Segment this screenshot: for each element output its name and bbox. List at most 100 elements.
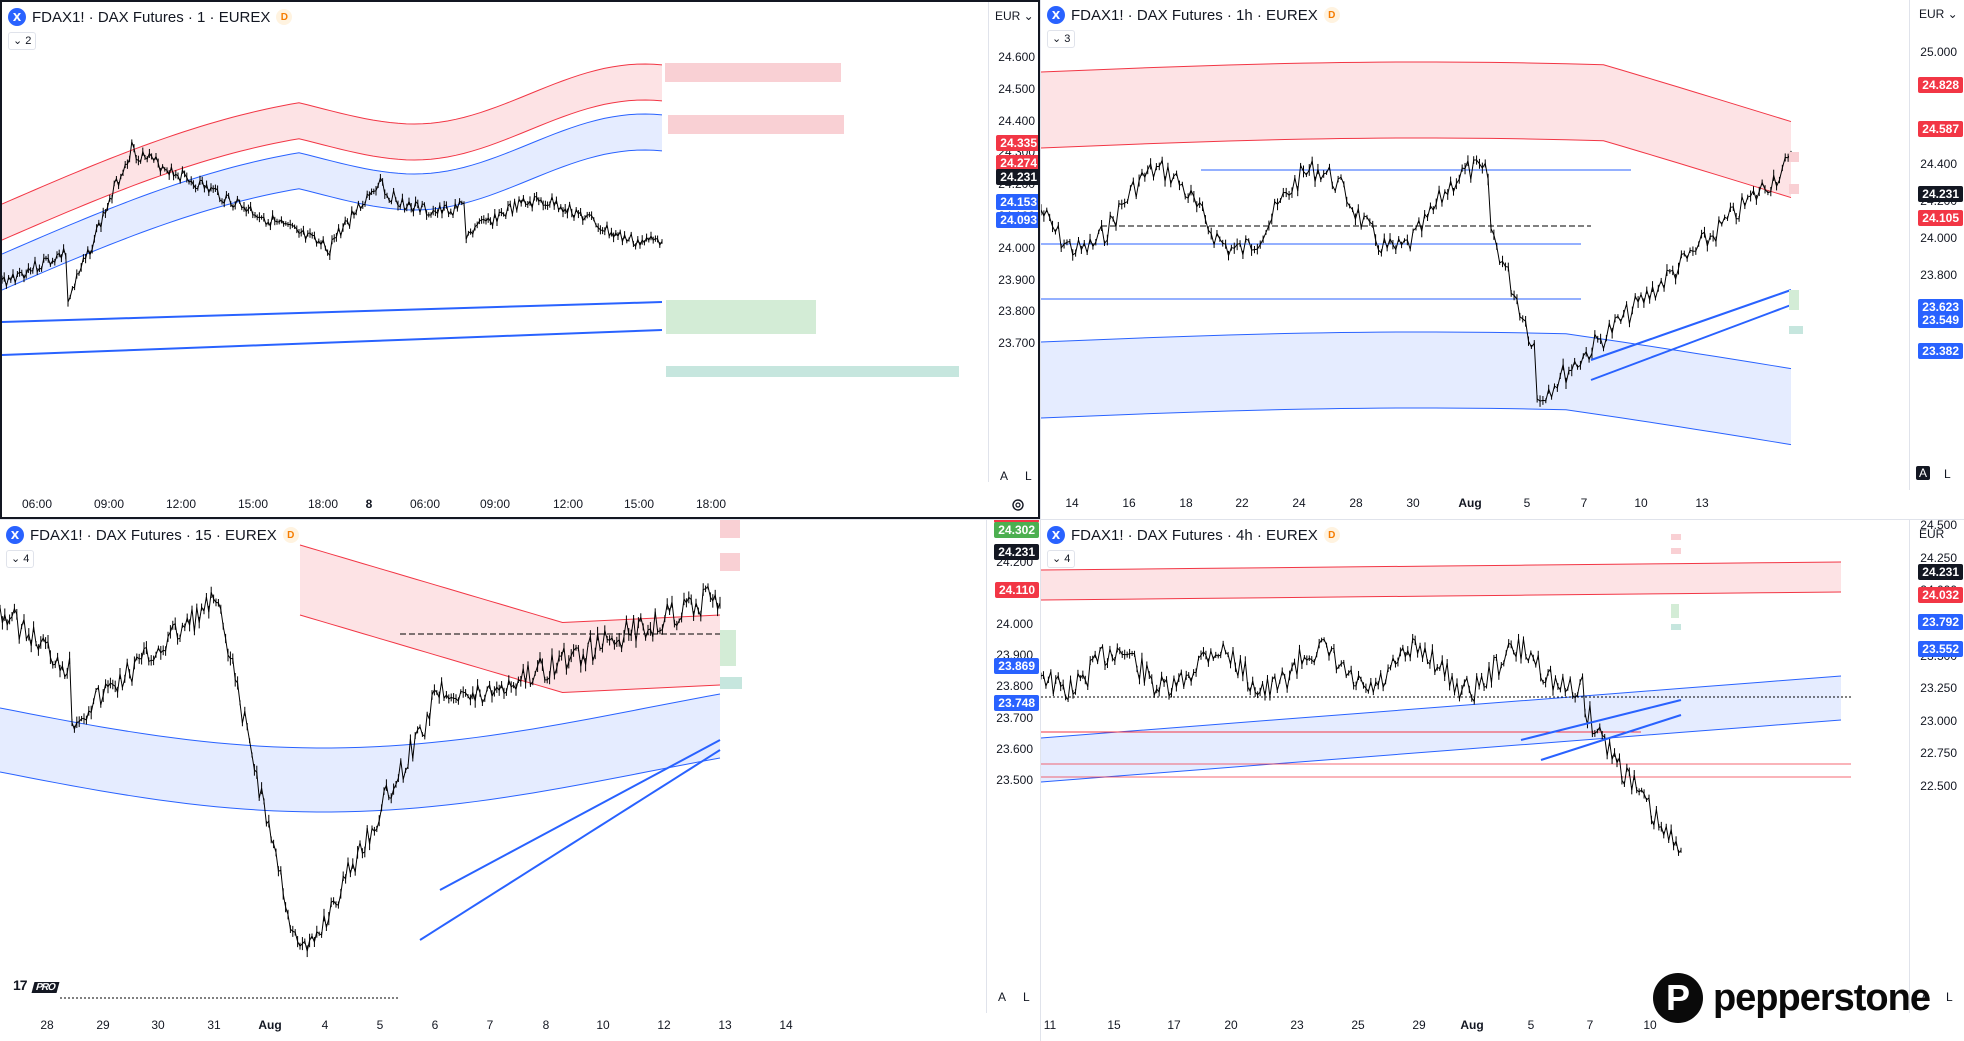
price-level-tag: 23.382 <box>1918 343 1963 359</box>
price-level-tag: 24.302 <box>994 522 1039 538</box>
pepperstone-logo: P pepperstone <box>1652 973 1931 1023</box>
currency-selector[interactable]: EUR <box>1916 526 1948 542</box>
indicator-line <box>2 329 663 356</box>
time-tick-label: 5 <box>1527 1018 1535 1032</box>
delayed-badge: D <box>282 527 299 543</box>
time-tick-label: 24 <box>1292 496 1306 510</box>
auto-scale-button[interactable]: A <box>1000 469 1009 483</box>
indicator-line <box>1590 304 1792 381</box>
indicator-line <box>1590 289 1792 361</box>
price-axis[interactable]: 25.00024.80024.60024.40024.20024.00023.8… <box>1909 0 1964 490</box>
symbol-title[interactable]: FDAX1! · DAX Futures · 1h · EUREX <box>1071 6 1318 24</box>
log-scale-button[interactable]: L <box>1946 990 1953 1004</box>
time-tick-label: 10 <box>1634 496 1648 510</box>
supply-zone <box>1789 152 1799 162</box>
price-axis[interactable]: 24.60024.50024.40024.30024.20024.10024.0… <box>988 2 1038 482</box>
indicator-collapse-button[interactable]: ⌄ 4 <box>6 550 35 568</box>
log-scale-button[interactable]: L <box>1944 467 1951 481</box>
indicator-line <box>1041 637 1682 854</box>
price-tick-label: 23.800 <box>996 679 1033 694</box>
price-plot[interactable] <box>1041 520 1964 1041</box>
symbol-header[interactable]: X FDAX1! · DAX Futures · 15 · EUREX D <box>6 526 299 544</box>
pepperstone-mark-icon: P <box>1652 973 1703 1023</box>
currency-selector[interactable]: EUR ⌄ <box>1916 6 1961 22</box>
time-tick-label: 14 <box>1065 496 1079 510</box>
price-tick-label: 23.000 <box>1920 713 1957 728</box>
price-plot[interactable] <box>1041 0 1964 519</box>
price-axis[interactable]: 24.50024.40024.30024.20024.10024.00023.9… <box>986 520 1040 1013</box>
price-level-tag: 24.032 <box>1918 587 1963 603</box>
auto-scale-button[interactable]: A <box>998 990 1007 1004</box>
chart-pane-15m[interactable]: X FDAX1! · DAX Futures · 15 · EUREX D ⌄ … <box>0 520 1040 1041</box>
time-tick-label: 15:00 <box>623 497 655 511</box>
exchange-icon: X <box>6 526 24 544</box>
time-axis[interactable]: 06:00 09:00 12:00 15:00 18:00 8 06:00 09:00 12:0… <box>2 497 988 517</box>
supply-zone <box>1789 184 1799 194</box>
price-level-tag: 23.748 <box>994 695 1039 711</box>
demand-zone <box>720 630 736 666</box>
demand-zone <box>1789 290 1799 310</box>
log-scale-button[interactable]: L <box>1023 990 1030 1004</box>
time-tick-label: 18:00 <box>307 497 339 511</box>
price-plot[interactable] <box>0 520 1040 1041</box>
logo-text: 17 <box>13 977 28 993</box>
delayed-badge: D <box>276 9 293 25</box>
symbol-header[interactable]: X FDAX1! · DAX Futures · 1 · EUREX D <box>8 8 293 26</box>
band-fill <box>1041 676 1841 782</box>
indicator-collapse-button[interactable]: ⌄ 2 <box>8 32 37 50</box>
band-lower-line <box>1041 719 1842 783</box>
time-tick-label: 7 <box>1586 1018 1594 1032</box>
symbol-header[interactable]: X FDAX1! · DAX Futures · 4h · EUREX D <box>1047 526 1340 544</box>
price-tick-label: 24.400 <box>1920 156 1957 171</box>
indicator-collapse-button[interactable]: ⌄ 3 <box>1047 30 1076 48</box>
time-tick-label: 13 <box>1695 496 1709 510</box>
time-tick-label: 29 <box>1412 1018 1426 1032</box>
time-axis[interactable]: 14 16 18 22 24 28 30 Aug 5 7 10 13 <box>1041 496 1909 516</box>
time-tick-label: 30 <box>1406 496 1420 510</box>
price-level-tag: 24.335 <box>996 135 1038 151</box>
price-plot[interactable] <box>2 2 1040 519</box>
band-fill <box>1041 332 1791 445</box>
delayed-badge: D <box>1323 527 1340 543</box>
gear-icon[interactable] <box>1011 498 1025 512</box>
time-axis[interactable]: 11 15 17 20 23 25 29 Aug 5 7 10 <box>1041 1018 1909 1038</box>
band-lower-line <box>1041 591 1842 601</box>
price-level-tag: 24.231 <box>994 544 1039 560</box>
price-tick-label: 22.500 <box>1920 779 1957 793</box>
symbol-title[interactable]: FDAX1! · DAX Futures · 15 · EUREX <box>30 526 277 544</box>
symbol-title[interactable]: FDAX1! · DAX Futures · 4h · EUREX <box>1071 526 1318 544</box>
price-axis[interactable]: 25.00024.75024.50024.25024.00023.75023.5… <box>1909 520 1964 1013</box>
indicator-collapse-button[interactable]: ⌄ 4 <box>1047 550 1076 568</box>
chart-pane-4h[interactable]: X FDAX1! · DAX Futures · 4h · EUREX D ⌄ … <box>1041 520 1964 1041</box>
price-level-tag: 24.828 <box>1918 77 1963 93</box>
time-tick-label: 20 <box>1224 1018 1238 1032</box>
time-axis[interactable]: 28 29 30 31 Aug 4 5 6 7 8 10 12 13 14 <box>0 1018 986 1038</box>
chart-pane-1m[interactable]: X FDAX1! · DAX Futures · 1 · EUREX D ⌄ 2… <box>0 0 1040 519</box>
auto-scale-button[interactable]: A <box>1921 990 1930 1004</box>
price-tick-label: 25.000 <box>1920 45 1957 59</box>
price-level-tag: 24.153 <box>996 194 1038 210</box>
price-tick-label: 24.500 <box>1920 520 1957 533</box>
time-tick-label: 14 <box>779 1018 793 1032</box>
log-scale-button[interactable]: L <box>1025 469 1032 483</box>
price-tick-label: 23.600 <box>996 741 1033 756</box>
time-tick-label: 5 <box>1523 496 1531 510</box>
time-tick-label: 12:00 <box>165 497 197 511</box>
band-fill <box>0 693 720 812</box>
brand-name: pepperstone <box>1712 976 1931 1019</box>
exchange-icon: X <box>1047 6 1065 24</box>
band-upper-line <box>2 113 663 255</box>
symbol-header[interactable]: X FDAX1! · DAX Futures · 1h · EUREX D <box>1047 6 1340 24</box>
price-tick-label: 24.000 <box>998 240 1035 255</box>
band-fill <box>1041 562 1841 600</box>
time-tick-label: 18:00 <box>695 497 727 511</box>
pane-divider-horizontal[interactable] <box>0 519 1964 520</box>
symbol-title[interactable]: FDAX1! · DAX Futures · 1 · EUREX <box>32 8 271 26</box>
chart-pane-1h[interactable]: X FDAX1! · DAX Futures · 1h · EUREX D ⌄ … <box>1041 0 1964 519</box>
auto-scale-button[interactable]: A <box>1916 466 1931 480</box>
indicator-line <box>2 141 663 303</box>
currency-selector[interactable]: EUR ⌄ <box>992 8 1037 24</box>
exchange-icon: X <box>8 8 26 26</box>
indicator-line <box>1041 152 1792 402</box>
pane-divider-vertical[interactable] <box>1040 0 1041 1041</box>
